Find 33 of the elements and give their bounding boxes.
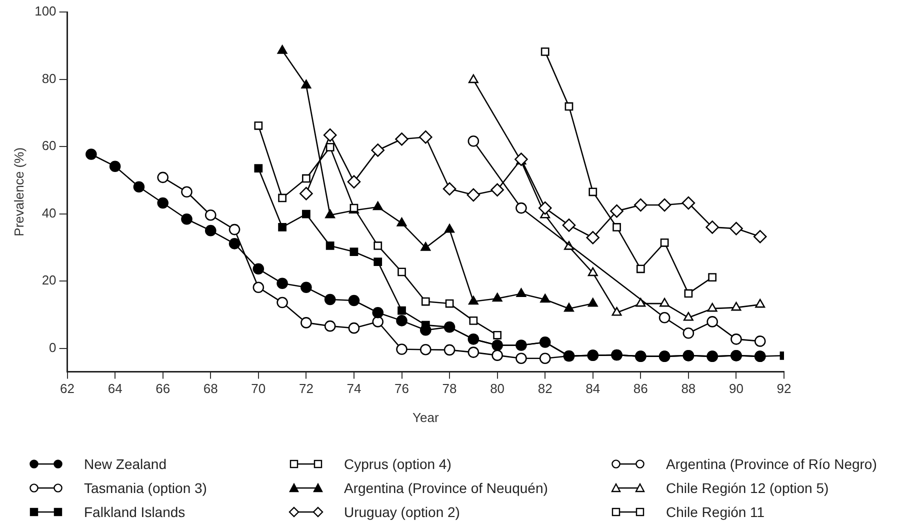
x-tick-label: 80 xyxy=(490,381,505,396)
x-tick-label: 70 xyxy=(251,381,266,396)
x-tick-label: 86 xyxy=(633,381,648,396)
legend-label: Uruguay (option 2) xyxy=(344,504,460,520)
x-tick-label: 82 xyxy=(538,381,552,396)
x-tick-label: 78 xyxy=(442,381,457,396)
x-axis-title: Year xyxy=(412,410,440,425)
legend-label: Chile Región 11 xyxy=(666,504,765,520)
x-tick-label: 84 xyxy=(586,381,600,396)
x-tick-label: 72 xyxy=(298,381,314,396)
y-tick-label: 0 xyxy=(49,340,56,355)
legend-label: Chile Región 12 (option 5) xyxy=(666,480,829,496)
x-tick-label: 88 xyxy=(681,381,696,396)
y-tick-label: 20 xyxy=(42,272,56,288)
x-tick-label: 64 xyxy=(108,381,122,396)
x-tick-label: 92 xyxy=(776,381,792,396)
legend-label: Falkland Islands xyxy=(84,504,186,520)
legend-label: New Zealand xyxy=(84,456,166,472)
x-tick-label: 74 xyxy=(346,381,362,396)
y-tick-label: 80 xyxy=(42,70,56,86)
x-tick-label: 90 xyxy=(728,381,744,396)
x-tick-label: 76 xyxy=(394,381,409,396)
legend-label: Cyprus (option 4) xyxy=(344,456,452,472)
y-tick-label: 100 xyxy=(34,4,56,19)
legend-label: Argentina (Province of Río Negro) xyxy=(666,456,877,472)
x-tick-label: 62 xyxy=(60,381,75,396)
y-tick-label: 40 xyxy=(42,205,56,220)
legend-label: Argentina (Province of Neuquén) xyxy=(344,480,548,496)
y-axis-title: Prevalence (%) xyxy=(11,147,26,236)
x-tick-label: 68 xyxy=(203,381,218,396)
x-tick-label: 66 xyxy=(156,381,170,396)
y-tick-label: 60 xyxy=(42,138,56,154)
legend-label: Tasmania (option 3) xyxy=(84,480,207,496)
